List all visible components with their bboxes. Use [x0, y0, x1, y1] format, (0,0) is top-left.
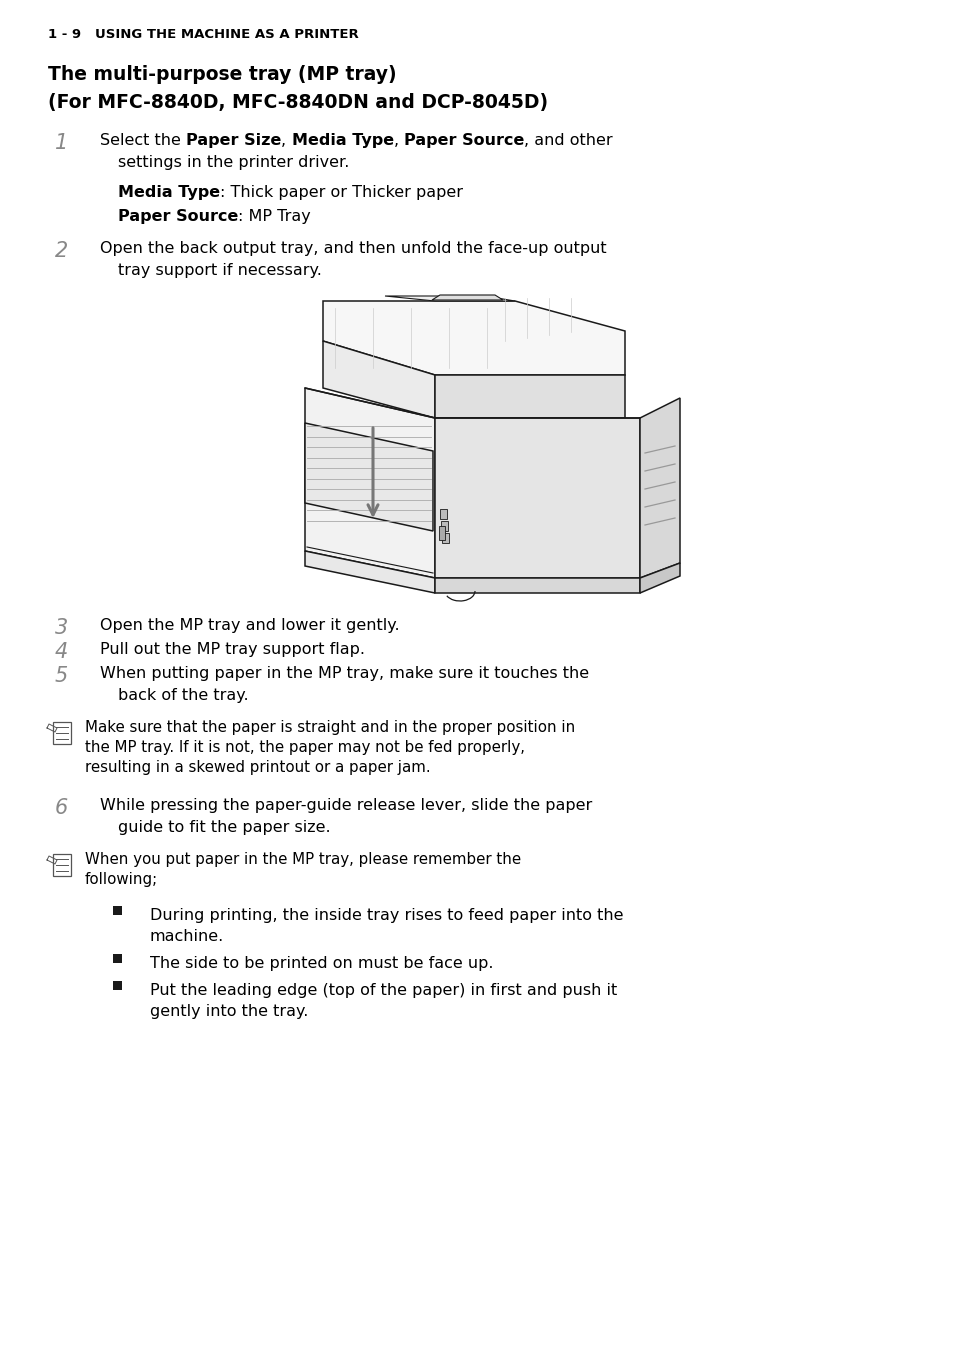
Bar — [112, 906, 122, 915]
Text: following;: following; — [85, 872, 158, 887]
Polygon shape — [435, 418, 639, 579]
Text: 4: 4 — [55, 642, 69, 662]
Text: 2: 2 — [55, 241, 69, 261]
Text: 6: 6 — [55, 798, 69, 818]
Text: Media Type: Media Type — [292, 132, 394, 147]
Polygon shape — [639, 397, 679, 579]
Text: gently into the tray.: gently into the tray. — [150, 1005, 308, 1019]
Bar — [440, 521, 448, 531]
Text: back of the tray.: back of the tray. — [118, 688, 249, 703]
Polygon shape — [639, 562, 679, 594]
Text: (For MFC-8840D, MFC-8840DN and DCP-8045D): (For MFC-8840D, MFC-8840DN and DCP-8045D… — [48, 93, 548, 112]
Bar — [438, 526, 444, 539]
Text: Paper Size: Paper Size — [186, 132, 281, 147]
Text: 3: 3 — [55, 618, 69, 638]
Text: Pull out the MP tray support flap.: Pull out the MP tray support flap. — [100, 642, 365, 657]
Text: During printing, the inside tray rises to feed paper into the: During printing, the inside tray rises t… — [150, 909, 623, 923]
Text: settings in the printer driver.: settings in the printer driver. — [118, 155, 349, 170]
Text: The side to be printed on must be face up.: The side to be printed on must be face u… — [150, 956, 493, 971]
Text: Make sure that the paper is straight and in the proper position in: Make sure that the paper is straight and… — [85, 721, 575, 735]
Text: 1: 1 — [55, 132, 69, 153]
Bar — [112, 955, 122, 963]
Polygon shape — [305, 423, 433, 531]
Polygon shape — [432, 295, 502, 300]
Text: 5: 5 — [55, 667, 69, 685]
Text: , and other: , and other — [524, 132, 613, 147]
Text: machine.: machine. — [150, 929, 224, 944]
Text: When putting paper in the MP tray, make sure it touches the: When putting paper in the MP tray, make … — [100, 667, 589, 681]
Text: Select the: Select the — [100, 132, 186, 147]
Text: Paper Source: Paper Source — [403, 132, 524, 147]
Polygon shape — [305, 388, 435, 579]
Bar — [439, 508, 447, 519]
Text: 1 - 9   USING THE MACHINE AS A PRINTER: 1 - 9 USING THE MACHINE AS A PRINTER — [48, 28, 358, 41]
Polygon shape — [305, 552, 435, 594]
Text: Open the back output tray, and then unfold the face-up output: Open the back output tray, and then unfo… — [100, 241, 606, 256]
Text: When you put paper in the MP tray, please remember the: When you put paper in the MP tray, pleas… — [85, 852, 520, 867]
Polygon shape — [385, 296, 515, 301]
Polygon shape — [435, 579, 639, 594]
Text: : MP Tray: : MP Tray — [238, 210, 311, 224]
Bar — [441, 533, 449, 544]
Text: guide to fit the paper size.: guide to fit the paper size. — [118, 821, 331, 836]
Text: ,: , — [394, 132, 403, 147]
Polygon shape — [323, 301, 624, 375]
Bar — [112, 982, 122, 990]
Text: While pressing the paper-guide release lever, slide the paper: While pressing the paper-guide release l… — [100, 798, 592, 813]
Text: ,: , — [281, 132, 292, 147]
Text: : Thick paper or Thicker paper: : Thick paper or Thicker paper — [220, 185, 462, 200]
Text: Put the leading edge (top of the paper) in first and push it: Put the leading edge (top of the paper) … — [150, 983, 617, 998]
Polygon shape — [323, 341, 435, 418]
Text: tray support if necessary.: tray support if necessary. — [118, 264, 321, 279]
Text: the MP tray. If it is not, the paper may not be fed properly,: the MP tray. If it is not, the paper may… — [85, 740, 524, 754]
Text: Open the MP tray and lower it gently.: Open the MP tray and lower it gently. — [100, 618, 399, 633]
Text: Media Type: Media Type — [118, 185, 220, 200]
Text: The multi-purpose tray (MP tray): The multi-purpose tray (MP tray) — [48, 65, 396, 84]
Text: resulting in a skewed printout or a paper jam.: resulting in a skewed printout or a pape… — [85, 760, 430, 775]
Polygon shape — [435, 375, 624, 418]
Text: Paper Source: Paper Source — [118, 210, 238, 224]
